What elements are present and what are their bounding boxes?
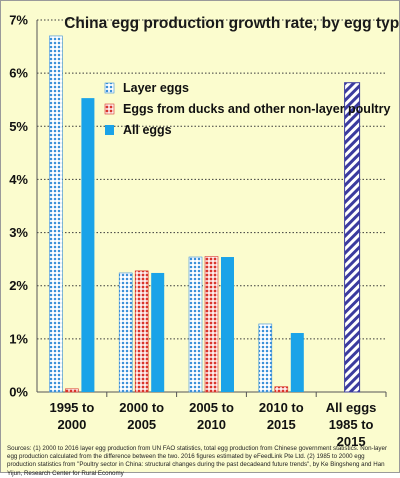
legend-all-eggs-label: All eggs [123,123,172,137]
y-tick-label: 2% [9,278,28,293]
y-tick-label: 7% [9,13,28,28]
layer-eggs-bar [118,272,133,393]
all-eggs-bar [151,272,165,392]
non-layer-eggs-bar [274,386,289,393]
x-tick-label: 2005 to [189,400,234,415]
x-tick-label: 1995 to [49,400,94,415]
y-tick-label: 0% [9,385,28,400]
x-tick-label: 2010 to [259,400,304,415]
layer-eggs-bar [49,35,63,393]
layer-eggs-bar [188,256,203,393]
legend-layer-eggs-swatch [104,82,115,94]
x-tick-label: 2005 [127,417,156,432]
legend-non-layer-eggs-label: Eggs from ducks and other non-layer poul… [123,102,390,116]
x-tick-label: 2010 [197,417,226,432]
all-eggs-bar [290,333,304,392]
chart-title: China egg production growth rate, by egg… [64,15,399,32]
x-tick-label: 2015 [337,434,366,449]
legend-layer-eggs-label: Layer eggs [123,81,189,95]
non-layer-eggs-bar [134,270,149,393]
y-tick-label: 6% [9,66,28,81]
layer-eggs-bar [258,323,273,393]
non-layer-eggs-bar [65,388,79,393]
all-eggs-1985-2015-bar [344,82,361,393]
all-eggs-bar [81,98,95,393]
x-tick-label: 2000 to [119,400,164,415]
legend-non-layer-eggs-swatch [104,103,115,115]
x-tick-label: 2015 [267,417,296,432]
y-tick-label: 5% [9,119,28,134]
gridlines [37,19,386,340]
y-tick-label: 4% [9,172,28,187]
x-tick-label: All eggs [326,400,377,415]
tick-labels: 0% 1% 2% 3% 4% 5% 6% 7% 1995 to 2000 2000 to 2005 20… [9,13,376,450]
non-layer-eggs-bar [204,256,219,393]
y-tick-label: 3% [9,225,28,240]
x-tick-label: 1985 to [329,417,374,432]
legend: Layer eggs Eggs from ducks and other non-… [104,81,390,137]
y-tick-label: 1% [9,331,28,346]
x-tick-label: 2000 [57,417,86,432]
legend-all-eggs-swatch [105,125,114,135]
all-eggs-bar [221,257,234,392]
bars [49,35,361,393]
